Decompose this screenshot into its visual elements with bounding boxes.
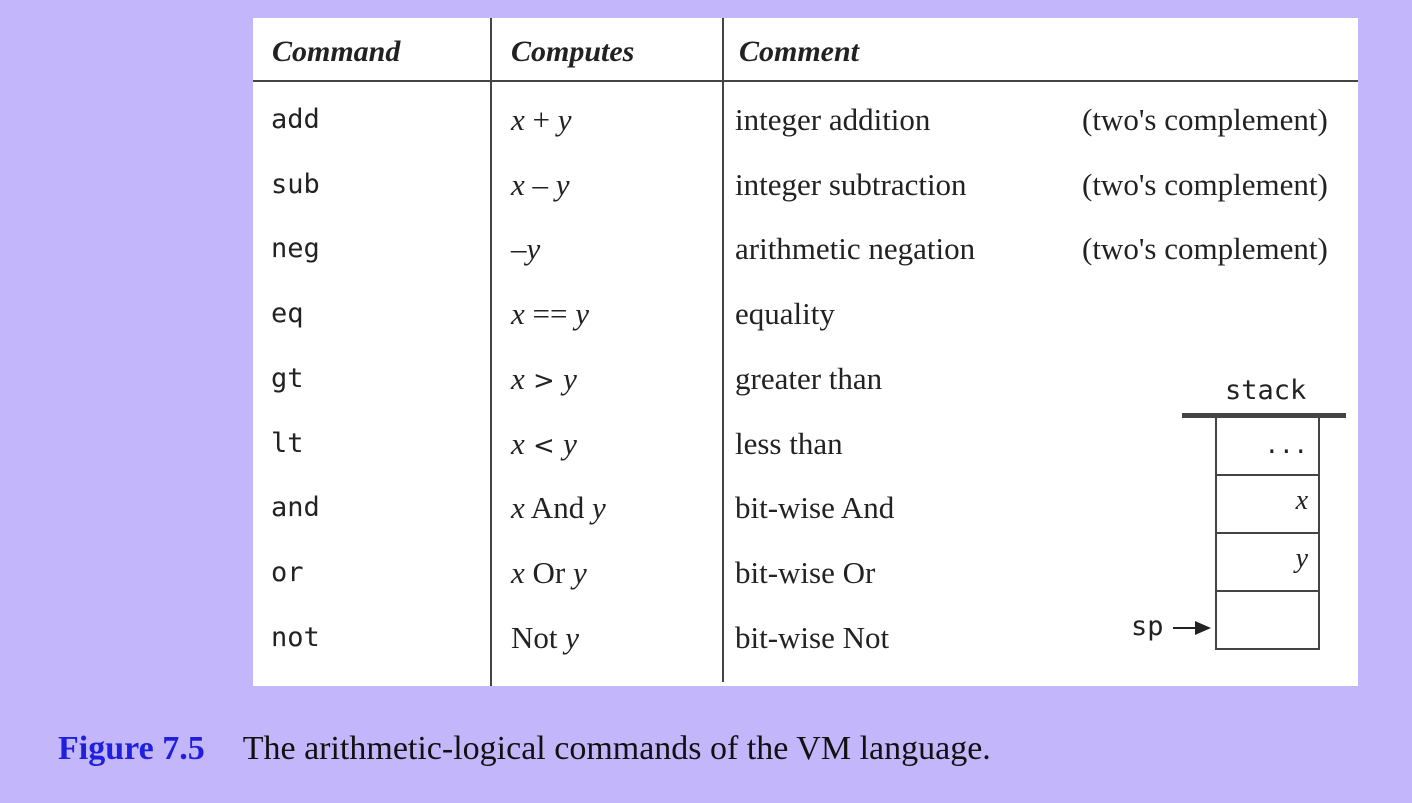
computes-cell: x + y <box>511 88 572 152</box>
stack-cell-ellipsis: ... <box>1215 418 1320 476</box>
operand-x: x <box>511 490 525 526</box>
command-cell: lt <box>271 427 304 459</box>
table-row: lt x < y less than <box>253 412 1358 476</box>
computes-cell: x < y <box>511 412 577 478</box>
stack-cell-text: ... <box>1264 431 1308 459</box>
stack-cell-empty <box>1215 592 1320 650</box>
comment-note: (two's complement) <box>1082 166 1328 202</box>
comment-note: (two's complement) <box>1082 102 1328 137</box>
table-row: or x Or y bit-wise Or <box>253 541 1358 605</box>
comment-cell: equality <box>735 296 835 332</box>
operand-y: y <box>572 554 587 590</box>
stack-cell-x: x <box>1215 476 1320 534</box>
computes-cell: x == y <box>511 282 589 346</box>
stack-cell-text: y <box>1295 543 1308 574</box>
operator: + <box>524 102 558 137</box>
computes-cell: x Or y <box>511 541 587 605</box>
operand-y: y <box>563 425 577 461</box>
command-cell: or <box>271 556 304 588</box>
operand-y: y <box>557 102 572 137</box>
command-cell: not <box>271 621 320 653</box>
header-rule <box>253 80 1358 82</box>
comment-cell: integer addition <box>735 102 931 137</box>
comment-cell: less than <box>735 425 843 461</box>
command-cell: eq <box>271 298 304 330</box>
header-comment: Comment <box>739 35 860 68</box>
column-divider <box>722 18 724 682</box>
figure-number: Figure 7.5 <box>58 730 205 767</box>
operand-x: x <box>511 166 525 202</box>
table-row: add x + y integer addition (two's complemen… <box>253 88 1358 152</box>
table-row: and x And y bit-wise And <box>253 476 1358 540</box>
operand-y: y <box>565 619 580 655</box>
table-row: neg –y arithmetic negation (two's complemen… <box>253 217 1358 281</box>
command-cell: neg <box>271 233 320 265</box>
operator: > <box>524 365 564 396</box>
header-command: Command <box>272 35 401 68</box>
comment-cell: bit-wise Or <box>735 554 876 590</box>
operand-y: y <box>575 296 589 332</box>
computes-cell: x – y <box>511 153 570 217</box>
column-divider <box>490 18 492 686</box>
comment-cell: bit-wise And <box>735 490 895 526</box>
figure-caption: Figure 7.5 The arithmetic-logical command… <box>58 727 991 771</box>
header-computes: Computes <box>511 35 635 68</box>
computes-cell: x > y <box>511 347 577 413</box>
command-cell: add <box>271 104 320 135</box>
table-row: not Not y bit-wise Not <box>253 606 1358 670</box>
comment-cell: bit-wise Not <box>735 619 890 655</box>
operand-y: y <box>555 166 570 202</box>
figure-panel: Command Computes Comment add x + y integer… <box>253 18 1358 686</box>
stack-cell-text: x <box>1295 485 1308 516</box>
command-cell: sub <box>271 168 320 200</box>
operator: < <box>524 430 564 461</box>
operator: – <box>524 166 556 202</box>
computes-cell: Not y <box>511 606 579 670</box>
table-row: eq x == y equality <box>253 282 1358 346</box>
operand-y: y <box>591 490 606 526</box>
table-row: sub x – y integer subtraction (two's comple… <box>253 153 1358 217</box>
command-cell: and <box>271 492 320 524</box>
operand-x: x <box>511 554 525 590</box>
comment-cell: integer subtraction <box>735 166 967 202</box>
operand-y: y <box>526 231 541 267</box>
comment-cell: arithmetic negation <box>735 231 976 267</box>
operand-x: x <box>511 425 525 461</box>
table-row: gt x > y greater than <box>253 347 1358 411</box>
command-cell: gt <box>271 362 304 394</box>
operand-y: y <box>563 360 577 396</box>
computes-cell: x And y <box>511 476 606 540</box>
comment-cell: greater than <box>735 360 883 396</box>
stack-pointer-label: sp <box>1131 611 1164 642</box>
right-arrow-icon <box>1173 621 1211 635</box>
operand-x: x <box>511 296 525 332</box>
comment-note: (two's complement) <box>1082 231 1328 267</box>
operator: And <box>524 490 592 526</box>
operand-x: x <box>511 360 525 396</box>
computes-cell: –y <box>511 217 540 281</box>
caption-text: The arithmetic-logical commands of the V… <box>242 730 991 767</box>
operator: – <box>511 231 527 267</box>
operator: == <box>524 296 576 332</box>
stack-top-bar <box>1182 413 1346 418</box>
operator: Or <box>524 554 573 590</box>
stack-cell-y: y <box>1215 534 1320 592</box>
operand-x: x <box>511 102 525 137</box>
stack-label: stack <box>1225 375 1307 406</box>
operator: Not <box>511 619 566 655</box>
